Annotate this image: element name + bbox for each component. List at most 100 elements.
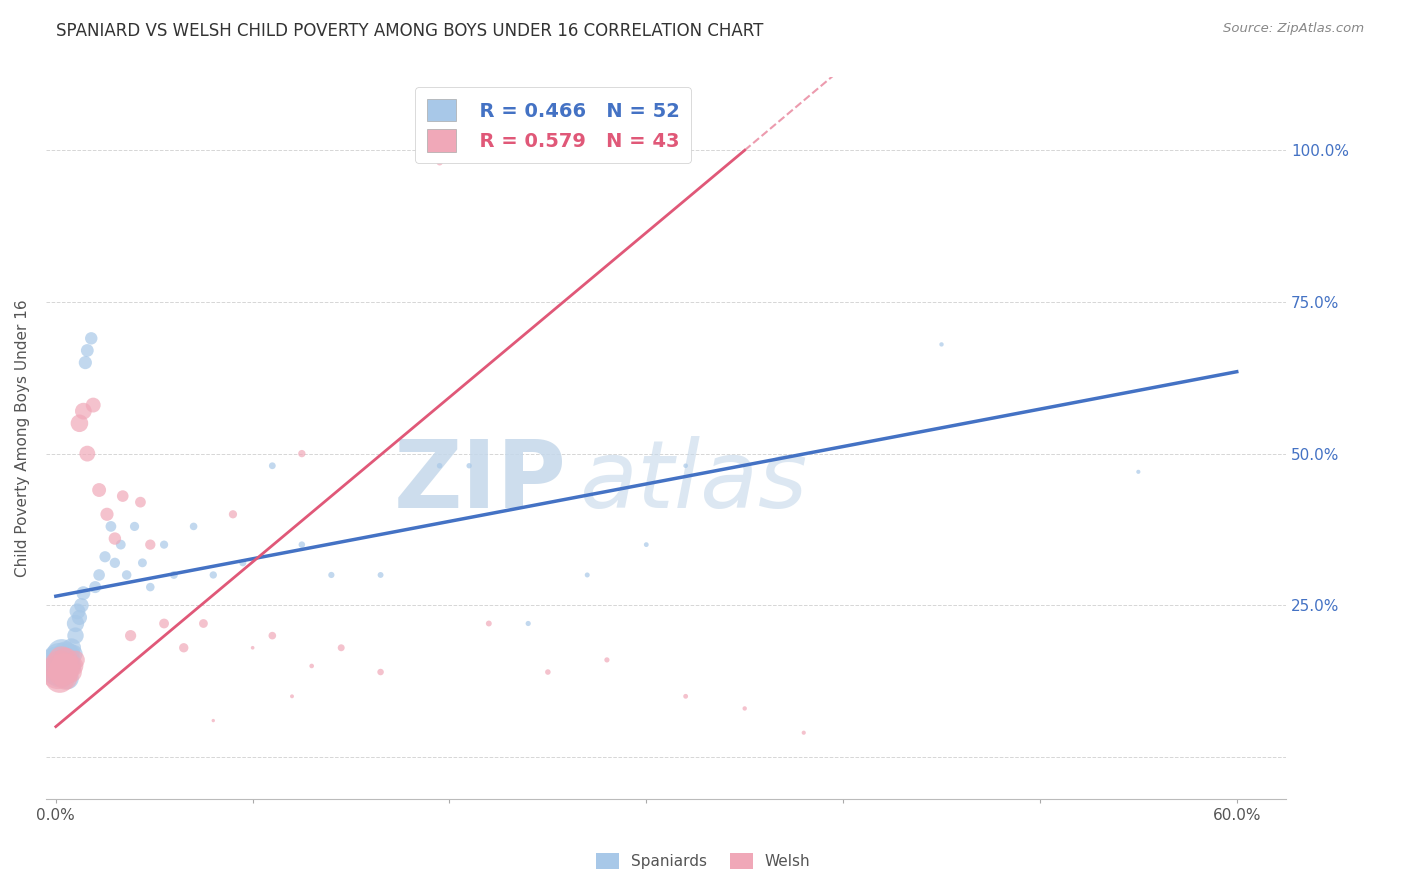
Point: [51, 653, 73, 667]
Point: [458, 458, 481, 473]
Point: [124, 519, 146, 533]
Point: [48, 671, 70, 685]
Point: [55, 659, 77, 673]
Point: [931, 337, 953, 351]
Point: [62, 659, 84, 673]
Point: [111, 489, 134, 503]
Point: [62, 647, 84, 661]
Point: [70, 599, 93, 613]
Point: [72, 586, 94, 600]
Point: [52, 665, 75, 679]
Point: [76, 343, 98, 358]
Point: [55, 671, 77, 685]
Point: [104, 532, 127, 546]
Point: [66, 604, 89, 618]
Point: [675, 690, 697, 704]
Point: [60, 640, 83, 655]
Point: [242, 640, 264, 655]
Point: [281, 690, 304, 704]
Point: [87, 483, 110, 497]
Legend: Spaniards, Welsh: Spaniards, Welsh: [589, 847, 817, 875]
Point: [232, 556, 254, 570]
Point: [58, 647, 80, 661]
Point: [48, 665, 70, 679]
Point: [75, 356, 97, 370]
Point: [46, 665, 69, 679]
Legend:   R = 0.466   N = 52,   R = 0.579   N = 43: R = 0.466 N = 52, R = 0.579 N = 43: [415, 87, 692, 163]
Point: [793, 725, 815, 739]
Point: [58, 659, 80, 673]
Point: [153, 616, 176, 631]
Point: [56, 665, 79, 679]
Text: atlas: atlas: [579, 436, 807, 527]
Point: [183, 519, 205, 533]
Point: [734, 701, 756, 715]
Point: [429, 155, 451, 169]
Point: [115, 568, 138, 582]
Point: [60, 659, 83, 673]
Point: [84, 580, 107, 594]
Point: [173, 640, 195, 655]
Point: [80, 331, 103, 345]
Point: [46, 659, 69, 673]
Point: [330, 640, 353, 655]
Point: [51, 647, 73, 661]
Point: [51, 665, 73, 679]
Point: [636, 538, 658, 552]
Y-axis label: Child Poverty Among Boys Under 16: Child Poverty Among Boys Under 16: [15, 300, 30, 577]
Point: [129, 495, 152, 509]
Point: [202, 714, 225, 728]
Point: [51, 659, 73, 673]
Point: [104, 556, 127, 570]
Point: [193, 616, 215, 631]
Point: [76, 447, 98, 461]
Point: [537, 665, 560, 679]
Point: [131, 556, 153, 570]
Point: [222, 508, 245, 522]
Point: [321, 568, 343, 582]
Point: [301, 659, 323, 673]
Point: [262, 629, 284, 643]
Point: [202, 568, 225, 582]
Text: Source: ZipAtlas.com: Source: ZipAtlas.com: [1223, 22, 1364, 36]
Point: [55, 647, 77, 661]
Point: [478, 616, 501, 631]
Point: [52, 653, 75, 667]
Point: [517, 616, 540, 631]
Point: [96, 508, 118, 522]
Point: [576, 568, 599, 582]
Point: [67, 417, 90, 431]
Point: [100, 519, 122, 533]
Point: [291, 447, 314, 461]
Point: [72, 404, 94, 418]
Point: [48, 653, 70, 667]
Point: [48, 659, 70, 673]
Point: [153, 538, 176, 552]
Point: [65, 616, 87, 631]
Point: [1128, 465, 1150, 479]
Point: [139, 538, 162, 552]
Point: [120, 629, 142, 643]
Point: [87, 568, 110, 582]
Point: [67, 610, 90, 624]
Point: [82, 398, 104, 412]
Point: [596, 653, 619, 667]
Point: [56, 671, 79, 685]
Point: [370, 665, 392, 679]
Point: [94, 549, 117, 564]
Point: [56, 653, 79, 667]
Point: [429, 458, 451, 473]
Point: [65, 629, 87, 643]
Point: [139, 580, 162, 594]
Text: ZIP: ZIP: [394, 436, 567, 528]
Point: [65, 653, 87, 667]
Point: [60, 665, 83, 679]
Point: [675, 458, 697, 473]
Point: [55, 653, 77, 667]
Point: [370, 568, 392, 582]
Point: [163, 568, 186, 582]
Point: [291, 538, 314, 552]
Point: [262, 458, 284, 473]
Point: [110, 538, 132, 552]
Point: [58, 653, 80, 667]
